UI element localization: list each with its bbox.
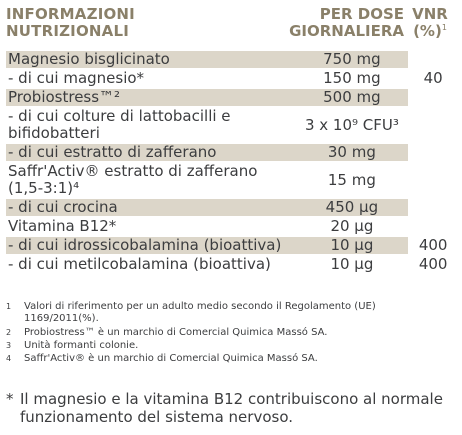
footnote-text: Valori di riferimento per un adulto medi…: [24, 301, 376, 324]
nutrient-name: - di cui magnesio*: [8, 69, 145, 87]
nutrient-vnr: [408, 143, 456, 162]
footnote: 2 Probiostress™ è un marchio di Comercial…: [6, 327, 426, 339]
header-vnr: VNR (%)1: [404, 6, 456, 40]
bottom-note-text: Il magnesio e la vitamina B12 contribuis…: [20, 390, 443, 426]
nutrient-name: Magnesio bisglicinato: [6, 51, 294, 69]
nutrition-table: Magnesio bisglicinato 750 mg - di cui magn…: [6, 51, 456, 275]
nutrient-amount: 20 µg: [330, 217, 374, 235]
nutrient-name: - di cui estratto di zafferano: [6, 143, 294, 162]
header-vnr-line2: (%): [413, 22, 442, 40]
table-row: Vitamina B12* 20 µg: [6, 217, 456, 236]
table-row: Saffr'Activ® estratto di zafferano (1,5-…: [6, 162, 456, 198]
header-title-line1: INFORMAZIONI: [6, 5, 135, 23]
nutrient-name: Vitamina B12*: [8, 217, 117, 235]
nutrient-vnr: 400: [418, 255, 448, 273]
table-row: - di cui estratto di zafferano 30 mg: [6, 143, 456, 162]
nutrient-amount: 3 x 10⁹ CFU³: [304, 115, 399, 134]
nutrient-amount: 750 mg: [293, 51, 409, 69]
header-vnr-line1: VNR: [412, 5, 448, 23]
nutrient-vnr: [408, 217, 456, 236]
nutrient-vnr: [408, 107, 456, 143]
nutrient-vnr: [408, 162, 456, 198]
footnote-number: 1: [6, 302, 12, 311]
bottom-note: * Il magnesio e la vitamina B12 contribu…: [6, 390, 456, 426]
nutrient-name: - di cui colture di lattobacilli e bifid…: [8, 107, 231, 142]
table-row: - di cui crocina 450 µg: [6, 198, 456, 217]
footnote-text: Saffr'Activ® è un marchio di Comercial Q…: [24, 353, 318, 364]
nutrient-amount: 30 mg: [293, 143, 409, 162]
table-header: INFORMAZIONI NUTRIZIONALI PER DOSE GIORN…: [6, 6, 456, 42]
footnote-text: Probiostress™ è un marchio di Comercial …: [24, 327, 328, 338]
nutrient-amount: 15 mg: [327, 170, 376, 189]
bottom-note-mark: *: [6, 390, 14, 408]
nutrient-amount: 500 mg: [293, 88, 409, 107]
nutrient-vnr: 400: [418, 236, 448, 254]
footnote: 1 Valori di riferimento per un adulto med…: [6, 301, 426, 325]
table-row: - di cui colture di lattobacilli e bifid…: [6, 107, 456, 143]
header-title: INFORMAZIONI NUTRIZIONALI: [6, 6, 135, 40]
table-row: - di cui idrossicobalamina (bioattiva) 10…: [6, 236, 456, 255]
header-dose-line2: GIORNALIERA: [289, 22, 404, 40]
header-vnr-sup: 1: [441, 23, 447, 32]
table-row: Magnesio bisglicinato 750 mg: [6, 51, 456, 69]
header-title-line2: NUTRIZIONALI: [6, 22, 130, 40]
nutrient-name: Saffr'Activ® estratto di zafferano (1,5-…: [8, 162, 258, 197]
footnote-number: 3: [6, 341, 12, 350]
header-dose-line1: PER DOSE: [319, 5, 404, 23]
nutrient-name: - di cui metilcobalamina (bioattiva): [8, 255, 271, 273]
table-row: Probiostress™² 500 mg: [6, 88, 456, 107]
nutrient-vnr: 40: [423, 69, 443, 87]
footnote-text: Unità formanti colonie.: [24, 340, 139, 351]
table-row: - di cui metilcobalamina (bioattiva) 10 µ…: [6, 255, 456, 274]
footnote-number: 2: [6, 328, 12, 337]
footnote: 3 Unità formanti colonie.: [6, 340, 426, 352]
nutrient-amount: 150 mg: [323, 69, 381, 87]
nutrient-amount: 450 µg: [293, 198, 409, 217]
nutrient-vnr: [408, 51, 456, 69]
nutrient-amount: 10 µg: [330, 255, 374, 273]
footnote-number: 4: [6, 354, 12, 363]
nutrient-vnr: [408, 198, 456, 217]
nutrient-name: Probiostress™²: [6, 88, 294, 107]
footnote: 4 Saffr'Activ® è un marchio di Comercial …: [6, 353, 426, 365]
nutrient-name: - di cui idrossicobalamina (bioattiva): [6, 236, 294, 255]
nutrient-vnr: [408, 88, 456, 107]
nutrient-amount: 10 µg: [293, 236, 409, 255]
header-dose: PER DOSE GIORNALIERA: [289, 6, 404, 40]
nutrient-name: - di cui crocina: [6, 198, 294, 217]
table-row: - di cui magnesio* 150 mg 40: [6, 69, 456, 88]
